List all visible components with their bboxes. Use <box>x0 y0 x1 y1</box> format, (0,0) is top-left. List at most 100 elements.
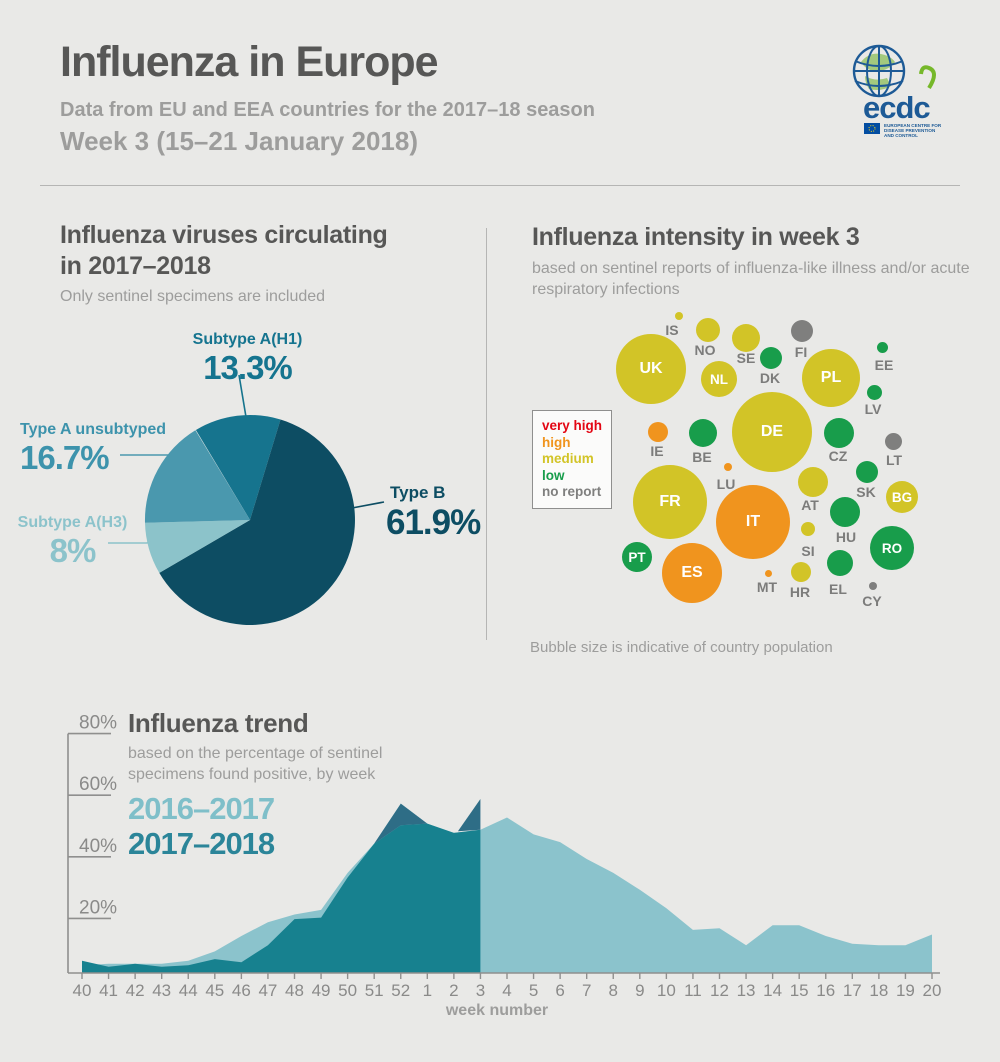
country-bubble-IE <box>648 422 668 442</box>
country-label-AT: AT <box>801 497 819 513</box>
country-bubble-MT <box>764 569 772 577</box>
pie-leader-line <box>108 528 172 544</box>
header-divider <box>40 185 960 186</box>
country-bubble-BG: BG <box>886 481 918 513</box>
ecdc-org-line2: DISEASE PREVENTION <box>884 128 936 133</box>
pie-label-a-h3-value: 8% <box>49 532 97 569</box>
country-bubble-UK: UK <box>616 334 686 404</box>
viruses-note: Only sentinel specimens are included <box>60 288 326 305</box>
country-bubble-HR <box>791 562 811 582</box>
country-bubble-SE <box>732 324 760 352</box>
country-label-SK: SK <box>856 484 876 500</box>
ecdc-wordmark: ecdc <box>863 90 930 125</box>
country-label-UK: UK <box>639 360 663 377</box>
legend-item-no-report: no report <box>542 484 602 499</box>
country-label-LU: LU <box>716 476 736 492</box>
x-tick-label: 40 <box>73 981 92 1000</box>
y-tick-label: 20% <box>79 897 117 918</box>
country-bubble-HU <box>830 497 860 527</box>
ecdc-logo: ecdc EUROPEAN CENTRE FOR DISEASE PREVENT… <box>843 42 961 143</box>
country-label-BG: BG <box>891 489 913 505</box>
y-tick-label: 60% <box>79 774 117 795</box>
x-tick-label: 50 <box>338 981 357 1000</box>
x-tick-label: 42 <box>126 981 145 1000</box>
pie-slice-type-a-unsubtyped <box>144 430 250 523</box>
country-bubble-LV <box>866 384 882 400</box>
pie-label-type-b-name: Type B <box>390 483 446 502</box>
x-tick-label: 51 <box>365 981 384 1000</box>
x-tick-label: 46 <box>232 981 251 1000</box>
pie-leader-line <box>351 501 385 509</box>
viruses-title-line1: Influenza viruses circulating <box>60 221 388 249</box>
country-bubble-EE <box>876 341 888 353</box>
pie-leader-line <box>238 374 247 418</box>
x-tick-label: 17 <box>843 981 862 1000</box>
country-label-DK: DK <box>759 370 781 386</box>
x-tick-label: 6 <box>555 981 564 1000</box>
eu-flag-icon <box>864 123 880 134</box>
ecdc-org-line1: EUROPEAN CENTRE FOR <box>884 123 942 128</box>
bubble-map: IS NO SE FI UK NL DK EE PL LV IE BE DE CZ LT LU SK BG FR AT… <box>616 312 918 609</box>
x-tick-label: 12 <box>710 981 729 1000</box>
country-label-FR: FR <box>659 493 681 510</box>
country-bubble-CZ <box>824 418 854 448</box>
pie-label-type-a-unsubtyped: Type A unsubtyped 16.7% <box>20 421 166 477</box>
country-bubble-FI <box>791 320 813 342</box>
country-bubble-LT <box>884 432 902 450</box>
x-tick-label: 18 <box>869 981 888 1000</box>
x-tick-label: 19 <box>896 981 915 1000</box>
pie-label-a-h3-name: Subtype A(H3) <box>17 514 128 531</box>
country-bubble-SI <box>801 522 815 536</box>
x-tick-label: 4 <box>502 981 511 1000</box>
country-bubble-IT: IT <box>716 485 790 559</box>
country-label-LT: LT <box>885 452 903 468</box>
pie-label-subtype-a-h1: Subtype A(H1) 13.3% <box>175 331 320 387</box>
country-bubble-DK <box>760 347 782 369</box>
country-label-HR: HR <box>789 584 811 600</box>
x-tick-label: 10 <box>657 981 676 1000</box>
country-label-NO: NO <box>694 342 716 358</box>
legend-item-low: low <box>542 467 565 483</box>
bubble-size-note: Bubble size is indicative of country pop… <box>530 639 833 656</box>
country-label-MT: MT <box>756 579 778 595</box>
series-overlap-region <box>457 799 481 832</box>
country-bubble-RO: RO <box>870 526 914 570</box>
legend-item-high: high <box>542 434 571 450</box>
y-tick-label: 80% <box>79 713 117 734</box>
x-tick-label: 44 <box>179 981 198 1000</box>
y-tick-label: 40% <box>79 836 117 857</box>
x-tick-label: 2 <box>449 981 458 1000</box>
country-label-LV: LV <box>864 401 882 417</box>
x-tick-label: 15 <box>790 981 809 1000</box>
trend-legend-2017-2018: 2017–2018 <box>128 826 275 861</box>
ecdc-green-leaf-icon <box>919 65 936 90</box>
country-label-EE: EE <box>874 357 894 373</box>
x-tick-label: 8 <box>609 981 618 1000</box>
country-label-FI: FI <box>794 344 808 360</box>
country-bubble-PT: PT <box>622 542 652 572</box>
pie-slice-subtype-a-h1- <box>195 414 281 520</box>
country-label-DE: DE <box>760 423 784 440</box>
country-label-CY: CY <box>862 593 882 609</box>
globe-icon <box>852 44 906 98</box>
pie-slice-type-b <box>159 419 355 625</box>
trend-subtitle-line1: based on the percentage of sentinel <box>128 745 383 762</box>
country-bubble-PL: PL <box>802 349 860 407</box>
ecdc-org-line3: AND CONTROL <box>884 133 918 138</box>
x-tick-label: 16 <box>816 981 835 1000</box>
page-week-label: Week 3 (15–21 January 2018) <box>60 126 418 156</box>
country-bubble-SK <box>856 461 878 483</box>
legend-item-very-high: very high <box>542 418 603 433</box>
country-bubble-LU <box>724 463 732 471</box>
country-bubble-ES: ES <box>662 543 722 603</box>
pie-label-a-h1-value: 13.3% <box>203 349 293 386</box>
country-label-IT: IT <box>745 513 761 530</box>
country-label-IE: IE <box>650 443 664 459</box>
country-label-SI: SI <box>801 543 815 559</box>
country-bubble-IS <box>675 312 683 320</box>
x-tick-label: 7 <box>582 981 591 1000</box>
x-tick-label: 9 <box>635 981 644 1000</box>
trend-subtitle-line2: specimens found positive, by week <box>128 766 376 783</box>
country-label-EL: EL <box>829 581 847 597</box>
country-label-BE: BE <box>692 449 712 465</box>
